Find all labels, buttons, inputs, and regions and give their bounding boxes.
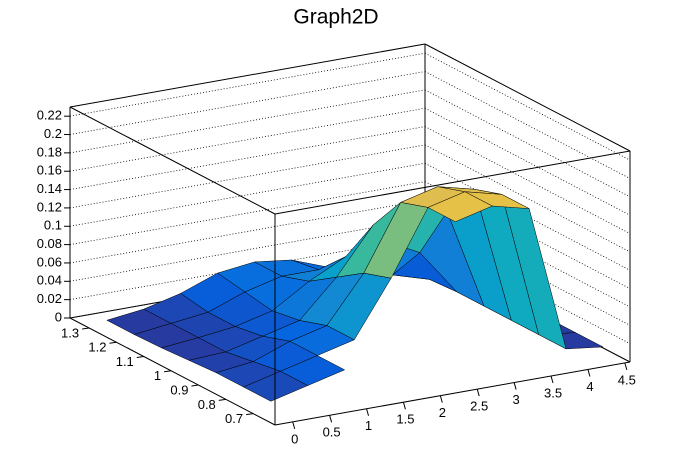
y-tick-label: 1.2 <box>88 340 106 355</box>
box-edge <box>274 361 631 426</box>
box-edge <box>69 317 276 426</box>
z-tick-label: 0.1 <box>44 218 62 233</box>
z-tick-label: 0 <box>55 309 62 324</box>
x-tick-label: 1 <box>365 418 372 433</box>
grid-line <box>69 89 426 154</box>
y-tick <box>218 398 226 401</box>
z-tick-label: 0.04 <box>37 273 62 288</box>
y-tick-label: 1.1 <box>116 354 134 369</box>
y-tick <box>82 327 90 330</box>
box-edge <box>69 43 426 108</box>
z-tick-label: 0.16 <box>37 163 62 178</box>
grid-line <box>69 162 426 227</box>
box-edge <box>424 43 631 152</box>
x-tick-label: 0 <box>291 431 298 446</box>
z-tick-label: 0.02 <box>37 291 62 306</box>
x-tick-label: 2 <box>439 405 446 420</box>
x-tick-label: 4 <box>586 379 593 394</box>
y-tick <box>109 341 117 344</box>
y-tick-label: 1.3 <box>61 325 79 340</box>
x-tick <box>624 362 628 371</box>
grid-line <box>424 217 631 326</box>
y-tick <box>164 370 172 373</box>
grid-line <box>69 144 426 209</box>
grid-line <box>69 217 426 282</box>
x-tick-label: 3 <box>513 392 520 407</box>
z-tick-label: 0.2 <box>44 126 62 141</box>
x-tick-label: 1.5 <box>396 412 414 427</box>
z-tick-label: 0.06 <box>37 254 62 269</box>
x-tick <box>439 395 443 403</box>
grid-line <box>424 52 631 161</box>
grid-line <box>424 107 631 216</box>
grid-line <box>424 162 631 271</box>
x-tick <box>550 375 554 384</box>
z-tick-label: 0.14 <box>37 181 62 196</box>
x-tick <box>587 369 591 377</box>
box-edge <box>274 150 631 215</box>
x-tick <box>366 408 369 416</box>
z-tick-label: 0.12 <box>37 199 62 214</box>
grid-line <box>69 52 426 117</box>
x-tick <box>402 402 406 410</box>
grid-line <box>69 71 426 135</box>
grid-line <box>69 107 426 172</box>
y-tick-label: 0.8 <box>198 397 216 412</box>
z-tick-label: 0.08 <box>37 236 62 251</box>
x-tick-label: 0.5 <box>323 425 341 440</box>
y-tick <box>191 384 199 387</box>
box-edge <box>69 106 276 215</box>
x-tick-label: 2.5 <box>470 399 488 414</box>
grid-line <box>424 71 631 179</box>
grid-line <box>69 199 426 264</box>
x-tick <box>476 388 480 397</box>
chart-title: Graph2D <box>293 6 378 29</box>
y-tick <box>246 413 254 416</box>
y-tick-label: 0.9 <box>170 382 188 397</box>
grid-line <box>424 89 631 198</box>
x-tick <box>292 421 296 429</box>
grid-line <box>424 236 631 345</box>
surface-cell <box>427 191 493 223</box>
y-tick-label: 0.7 <box>225 411 243 426</box>
surface-cell <box>242 371 309 402</box>
y-tick-label: 1 <box>154 368 161 383</box>
z-tick-label: 0.22 <box>37 108 62 123</box>
grid-line <box>424 199 631 308</box>
grid-line <box>424 144 631 253</box>
x-tick <box>329 415 333 423</box>
z-tick-label: 0.18 <box>37 144 62 159</box>
grid-line <box>424 126 631 234</box>
x-tick-label: 4.5 <box>618 372 636 387</box>
y-tick <box>136 356 144 359</box>
x-tick <box>513 382 517 390</box>
x-tick-label: 3.5 <box>544 385 562 400</box>
grid-line <box>69 181 426 246</box>
grid-line <box>69 126 426 190</box>
grid-line <box>424 181 631 289</box>
